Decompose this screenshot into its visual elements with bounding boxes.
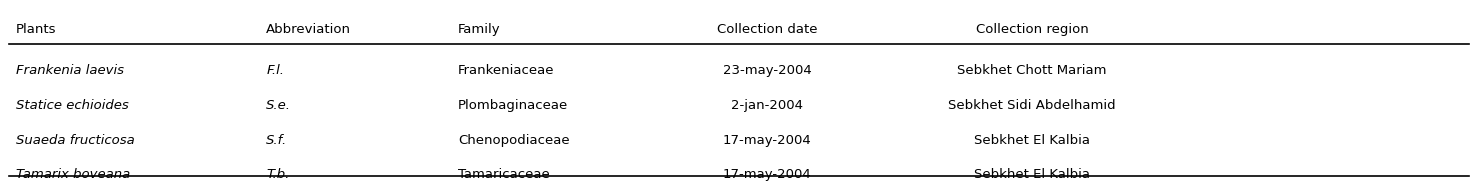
Text: T.b.: T.b.	[267, 169, 289, 181]
Text: Frankeniaceae: Frankeniaceae	[457, 65, 555, 78]
Text: Tamarix boveana: Tamarix boveana	[16, 169, 130, 181]
Text: Statice echioides: Statice echioides	[16, 99, 128, 112]
Text: Suaeda fructicosa: Suaeda fructicosa	[16, 134, 134, 147]
Text: 17-may-2004: 17-may-2004	[723, 169, 811, 181]
Text: Abbreviation: Abbreviation	[267, 23, 351, 36]
Text: Plombaginaceae: Plombaginaceae	[457, 99, 568, 112]
Text: S.f.: S.f.	[267, 134, 288, 147]
Text: Sebkhet El Kalbia: Sebkhet El Kalbia	[974, 169, 1090, 181]
Text: 17-may-2004: 17-may-2004	[723, 134, 811, 147]
Text: 23-may-2004: 23-may-2004	[723, 65, 811, 78]
Text: Collection date: Collection date	[717, 23, 817, 36]
Text: Collection region: Collection region	[975, 23, 1089, 36]
Text: Frankenia laevis: Frankenia laevis	[16, 65, 124, 78]
Text: S.e.: S.e.	[267, 99, 292, 112]
Text: Family: Family	[457, 23, 500, 36]
Text: Sebkhet Sidi Abdelhamid: Sebkhet Sidi Abdelhamid	[948, 99, 1115, 112]
Text: Chenopodiaceae: Chenopodiaceae	[457, 134, 569, 147]
Text: F.l.: F.l.	[267, 65, 285, 78]
Text: Sebkhet El Kalbia: Sebkhet El Kalbia	[974, 134, 1090, 147]
Text: 2-jan-2004: 2-jan-2004	[732, 99, 802, 112]
Text: Plants: Plants	[16, 23, 56, 36]
Text: Tamaricaceae: Tamaricaceae	[457, 169, 550, 181]
Text: Sebkhet Chott Mariam: Sebkhet Chott Mariam	[957, 65, 1106, 78]
